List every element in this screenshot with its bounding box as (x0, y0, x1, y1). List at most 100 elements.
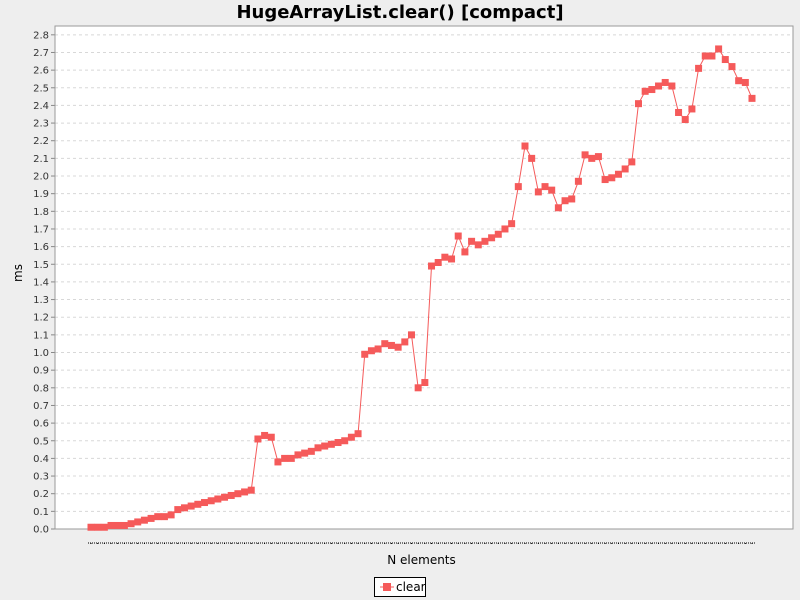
data-point (214, 495, 222, 503)
data-point (708, 52, 716, 60)
data-point (134, 518, 142, 526)
data-point (314, 444, 322, 452)
data-point (180, 504, 188, 512)
y-tick-label: 1.5 (33, 260, 49, 271)
data-point (347, 433, 355, 441)
y-tick-label: 0.0 (33, 525, 49, 536)
y-tick-label: 2.5 (33, 83, 49, 94)
data-point (327, 440, 335, 448)
y-tick-label: 2.8 (33, 30, 49, 41)
y-tick-label: 1.9 (33, 189, 49, 200)
data-point (521, 142, 529, 150)
data-point (120, 521, 128, 529)
data-point (127, 520, 135, 528)
data-point (648, 86, 656, 94)
data-point (748, 94, 756, 102)
y-tick-label: 2.1 (33, 154, 49, 165)
data-point (301, 449, 309, 457)
y-tick-label: 1.6 (33, 242, 49, 253)
data-point (381, 340, 389, 348)
y-tick-label: 0.5 (33, 436, 49, 447)
data-point (608, 174, 616, 182)
y-tick-label: 2.2 (33, 136, 49, 147)
data-point (247, 486, 255, 494)
data-point (561, 197, 569, 205)
data-point (501, 225, 509, 233)
data-point (628, 158, 636, 166)
data-point (668, 82, 676, 90)
data-point (661, 78, 669, 86)
y-tick-label: 1.7 (33, 224, 49, 235)
data-point (367, 347, 375, 355)
data-point (334, 439, 342, 447)
data-point (701, 52, 709, 60)
data-point (227, 491, 235, 499)
data-point (548, 186, 556, 194)
data-point (267, 433, 275, 441)
y-tick-label: 2.4 (33, 101, 49, 112)
data-point (528, 154, 536, 162)
data-point (167, 511, 175, 519)
data-point (541, 183, 549, 191)
data-point (728, 63, 736, 71)
x-axis-label: N elements (387, 553, 456, 567)
data-point (100, 523, 108, 531)
data-point (601, 176, 609, 184)
data-point (281, 454, 289, 462)
data-point (394, 343, 402, 351)
data-point (421, 379, 429, 387)
data-point (174, 506, 182, 514)
legend-swatch (380, 583, 394, 591)
data-point (361, 350, 369, 358)
data-point (641, 87, 649, 95)
data-point (321, 442, 329, 450)
plot-area (55, 26, 793, 529)
data-point (554, 204, 562, 212)
data-point (441, 253, 449, 261)
data-point (488, 234, 496, 242)
data-point (681, 116, 689, 124)
data-point (307, 447, 315, 455)
legend-label: clear (396, 580, 426, 594)
data-point (614, 170, 622, 178)
chart-title: HugeArrayList.clear() [compact] (236, 2, 564, 23)
y-tick-label: 2.6 (33, 66, 49, 77)
data-point (735, 77, 743, 85)
y-tick-label: 0.4 (33, 454, 49, 465)
data-point (87, 523, 95, 531)
y-tick-label: 1.8 (33, 207, 49, 218)
data-point (588, 154, 596, 162)
data-point (254, 435, 262, 443)
y-tick-label: 1.3 (33, 295, 49, 306)
y-tick-label: 2.0 (33, 172, 49, 183)
data-point (514, 183, 522, 191)
data-point (568, 195, 576, 203)
data-point (241, 488, 249, 496)
data-point (414, 384, 422, 392)
data-point (147, 514, 155, 522)
y-axis-label: ms (11, 264, 25, 282)
y-tick-label: 1.4 (33, 277, 49, 288)
data-point (695, 64, 703, 72)
y-tick-label: 1.1 (33, 330, 49, 341)
data-point (114, 521, 122, 529)
data-point (207, 497, 215, 505)
data-point (140, 516, 148, 524)
y-tick-label: 1.2 (33, 313, 49, 324)
data-point (160, 513, 168, 521)
data-point (481, 237, 489, 245)
data-point (594, 153, 602, 161)
data-point (448, 255, 456, 263)
data-point (261, 431, 269, 439)
data-point (234, 490, 242, 498)
data-point (581, 151, 589, 159)
data-point (655, 82, 663, 90)
data-point (341, 437, 349, 445)
data-point (407, 331, 415, 339)
data-point (354, 430, 362, 438)
data-point (401, 338, 409, 346)
y-tick-label: 0.3 (33, 472, 49, 483)
data-point (468, 237, 476, 245)
y-tick-label: 0.6 (33, 419, 49, 430)
